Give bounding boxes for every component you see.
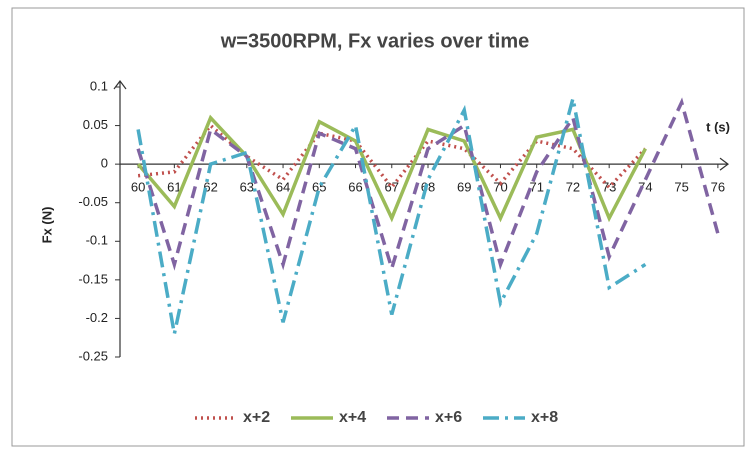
x-tick-label: 60 — [131, 180, 145, 195]
x-tick-label: 69 — [457, 180, 471, 195]
x-tick-label: 72 — [566, 180, 580, 195]
x-tick-label: 70 — [493, 180, 507, 195]
series-line — [136, 98, 647, 335]
x-tick-label: 62 — [203, 180, 217, 195]
y-tick-label: -0.1 — [86, 233, 108, 248]
x-axis-label: t (s) — [706, 120, 730, 135]
y-tick-label: 0 — [101, 156, 108, 171]
y-tick-label: -0.05 — [78, 194, 108, 209]
series-line — [136, 97, 720, 275]
y-tick-label: -0.15 — [78, 271, 108, 286]
x-axis-arrow — [719, 157, 729, 171]
chart-border — [11, 7, 745, 447]
y-axis-label: Fx (N) — [39, 207, 54, 244]
x-tick-label: 66 — [348, 180, 362, 195]
y-tick-label: 0.05 — [83, 117, 108, 132]
x-tick-label: 71 — [529, 180, 543, 195]
x-tick-label: 61 — [167, 180, 181, 195]
y-tick-label: 0.1 — [90, 78, 108, 93]
y-tick-label: -0.2 — [86, 310, 108, 325]
x-tick-label: 63 — [240, 180, 254, 195]
x-tick-label: 76 — [711, 180, 725, 195]
chart-title: w=3500RPM, Fx varies over time — [220, 30, 530, 52]
y-tick-label: -0.25 — [78, 348, 108, 363]
legend-label: x+8 — [531, 409, 558, 426]
y-axis-arrow — [113, 80, 127, 90]
legend-label: x+6 — [435, 409, 462, 426]
x-tick-label: 64 — [276, 180, 290, 195]
x-tick-label: 75 — [674, 180, 688, 195]
legend-label: x+2 — [243, 409, 270, 426]
legend-label: x+4 — [339, 409, 366, 426]
x-tick-label: 67 — [385, 180, 399, 195]
series-line — [136, 114, 647, 223]
